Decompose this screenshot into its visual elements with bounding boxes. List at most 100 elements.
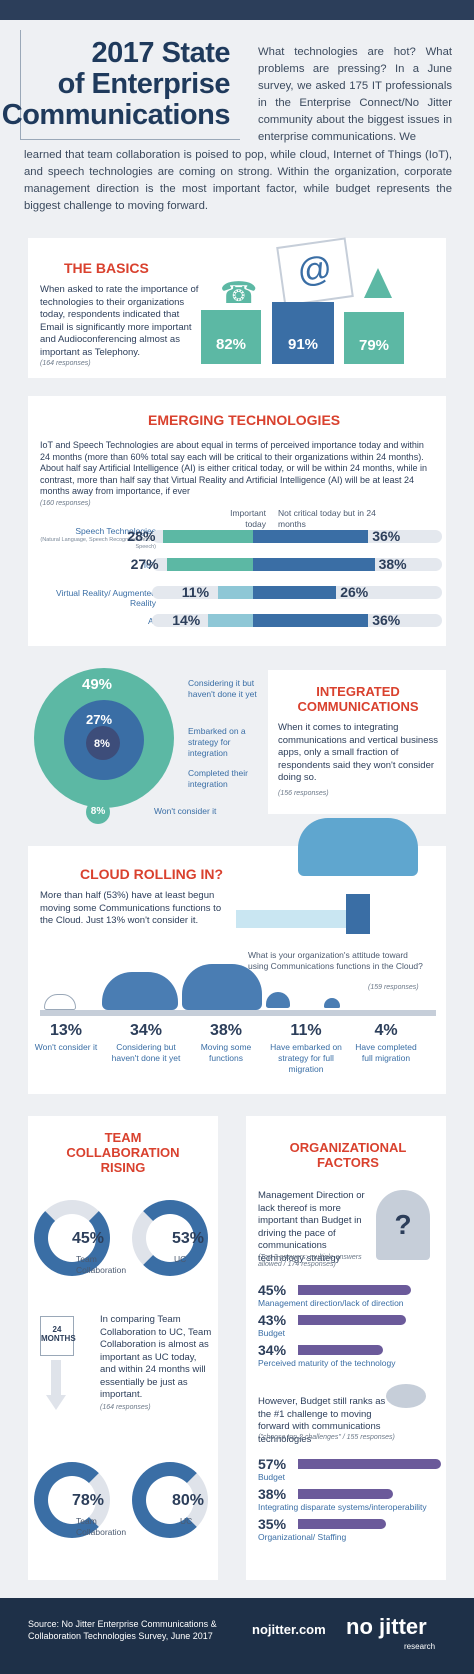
coins-icon — [386, 1384, 426, 1408]
col-in-24-months: Not critical today but in 24 months — [278, 508, 376, 529]
org-card: ORGANIZATIONAL FACTORS ? Management Direc… — [246, 1116, 446, 1580]
basics-text: When asked to rate the importance of tec… — [40, 284, 199, 358]
emerging-value-today: 28% — [127, 528, 156, 544]
gear-inner — [86, 726, 120, 760]
org-item-label: Perceived maturity of the technology — [258, 1358, 396, 1368]
org-item-label: Budget — [258, 1472, 285, 1482]
org-item-label: Organizational/ Staffing — [258, 1532, 347, 1542]
title-line-1: 2017 State — [91, 37, 231, 69]
bar-telephony: 82% — [201, 310, 261, 364]
emerging-value-future: 26% — [340, 584, 369, 600]
gear-label-2: Embarked on a strategy for integration — [188, 726, 246, 758]
cloud-icon-13 — [44, 994, 76, 1010]
org-item-bar — [298, 1285, 411, 1295]
cloud-icon-34 — [102, 972, 178, 1010]
org-item-value: 43% — [258, 1312, 287, 1328]
basics-card: THE BASICS When asked to rate the import… — [28, 237, 446, 378]
cloud-item-label: Won't consider it — [34, 1042, 98, 1052]
bar-email: 91% — [272, 302, 334, 364]
title-frame: 2017 State of Enterprise Communications — [2, 30, 240, 140]
gear-value-8: 8% — [94, 738, 110, 750]
org-note-2: ("choose top 2 challenges" / 155 respons… — [258, 1434, 395, 1441]
integrated-text: When it comes to integrating communicati… — [278, 722, 438, 783]
calendar-icon: 24 MONTHS — [40, 1316, 76, 1356]
cloud-item-label: Considering but haven't done it yet — [111, 1042, 181, 1063]
cloud-item-label: Moving some functions — [200, 1042, 252, 1063]
emerging-bar-today — [163, 530, 253, 543]
today-tc-label: Team Collaboration — [76, 1254, 127, 1275]
future-uc-label: UC — [180, 1516, 193, 1526]
question-person-icon: ? — [376, 1190, 430, 1260]
future-tc-label: Team Collaboration — [76, 1516, 127, 1537]
gear-label-1: Considering it but haven't done it yet — [188, 678, 257, 699]
emerging-bar-future — [253, 586, 337, 599]
org-item-bar — [298, 1519, 386, 1529]
title-line-2: of Enterprise — [57, 68, 231, 100]
footer-logo-sub: research — [404, 1642, 436, 1651]
top-bar — [0, 0, 474, 20]
emerging-bar-future — [253, 614, 369, 627]
gear-value-27: 27% — [86, 712, 113, 727]
cloud-item-value: 4% — [374, 1022, 398, 1039]
today-tc-value: 45% — [72, 1230, 105, 1247]
today-uc-value: 53% — [172, 1230, 205, 1247]
arrow-icon — [236, 910, 360, 928]
cloud-text: More than half (53%) have at least begun… — [40, 890, 222, 926]
emerging-value-today: 27% — [130, 556, 159, 572]
emerging-bar-future — [253, 530, 369, 543]
cloud-question: What is your organization's attitude tow… — [248, 950, 423, 971]
cloud-item-value: 38% — [209, 1022, 243, 1039]
emerging-card: EMERGING TECHNOLOGIES IoT and Speech Tec… — [28, 396, 446, 646]
cloud-item-value: 13% — [49, 1022, 83, 1039]
emerging-value-future: 36% — [372, 528, 401, 544]
cloud-ground — [40, 1010, 436, 1016]
down-arrow-icon — [46, 1360, 66, 1410]
cloud-item-value: 34% — [129, 1022, 163, 1039]
org-text: Management Direction or lack thereof is … — [258, 1190, 365, 1264]
col-important-today: Important today — [230, 508, 266, 529]
emerging-row-label: Speech Technologies — [75, 526, 156, 536]
gear-small-label: Won't consider it — [154, 806, 217, 816]
footer-url[interactable]: nojitter.com — [252, 1622, 326, 1637]
basics-title: THE BASICS — [64, 260, 149, 276]
team-text: In comparing Team Collaboration to UC, T… — [100, 1314, 212, 1400]
emerging-value-today: 11% — [181, 584, 210, 600]
cloud-title: CLOUD ROLLING IN? — [80, 866, 224, 882]
today-uc-label: UC — [174, 1254, 187, 1264]
cloud-icon-11 — [266, 992, 290, 1008]
org-item-label: Integrating disparate systems/interopera… — [258, 1502, 427, 1512]
conference-icon — [364, 268, 392, 298]
emerging-row-label: IoT — [143, 560, 156, 570]
footer-logo: no jitter — [346, 1614, 427, 1639]
org-item-bar — [298, 1315, 406, 1325]
integrated-responses: (156 responses) — [278, 790, 329, 797]
integrated-text-card — [268, 670, 446, 814]
org-item-label: Budget — [258, 1328, 285, 1338]
org-item-label: Management direction/lack of direction — [258, 1298, 404, 1308]
cloud-item-label: Have completed full migration — [355, 1042, 417, 1063]
emerging-value-today: 14% — [172, 612, 201, 628]
future-tc-value: 78% — [72, 1492, 105, 1509]
org-item-value: 34% — [258, 1342, 287, 1358]
bar-audioconference: 79% — [344, 312, 404, 364]
building-icon — [346, 894, 370, 934]
integrated-section: 49% 27% 8% Considering it but haven't do… — [28, 664, 446, 824]
org-item-bar — [298, 1345, 383, 1355]
integrated-title: INTEGRATED COMMUNICATIONS — [297, 684, 419, 714]
gear-value-49: 49% — [82, 676, 113, 693]
gear-label-3: Completed their integration — [188, 768, 249, 789]
emerging-row-label: AI — [34, 616, 156, 626]
basics-responses: (164 responses) — [40, 360, 91, 367]
emerging-title: EMERGING TECHNOLOGIES — [148, 412, 341, 428]
footer-source: Source: No Jitter Enterprise Communicati… — [28, 1619, 217, 1641]
org-item-value: 35% — [258, 1516, 287, 1532]
cloud-responses: (159 responses) — [368, 984, 419, 991]
phone-icon: ☎ — [220, 277, 258, 310]
emerging-responses: (160 responses) — [40, 500, 91, 507]
team-card: TEAM COLLABORATION RISING 45% Team Collabo… — [28, 1116, 218, 1580]
page-title: 2017 State of Enterprise Communications — [2, 37, 231, 131]
big-cloud-icon — [298, 818, 418, 876]
emerging-value-future: 38% — [378, 556, 407, 572]
future-uc-value: 80% — [172, 1492, 205, 1509]
org-note: (Top 3 answers; multiple answers allowed… — [258, 1254, 362, 1268]
